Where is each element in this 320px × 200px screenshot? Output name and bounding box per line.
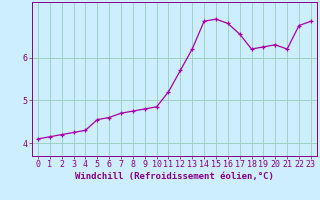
X-axis label: Windchill (Refroidissement éolien,°C): Windchill (Refroidissement éolien,°C) [75,172,274,181]
